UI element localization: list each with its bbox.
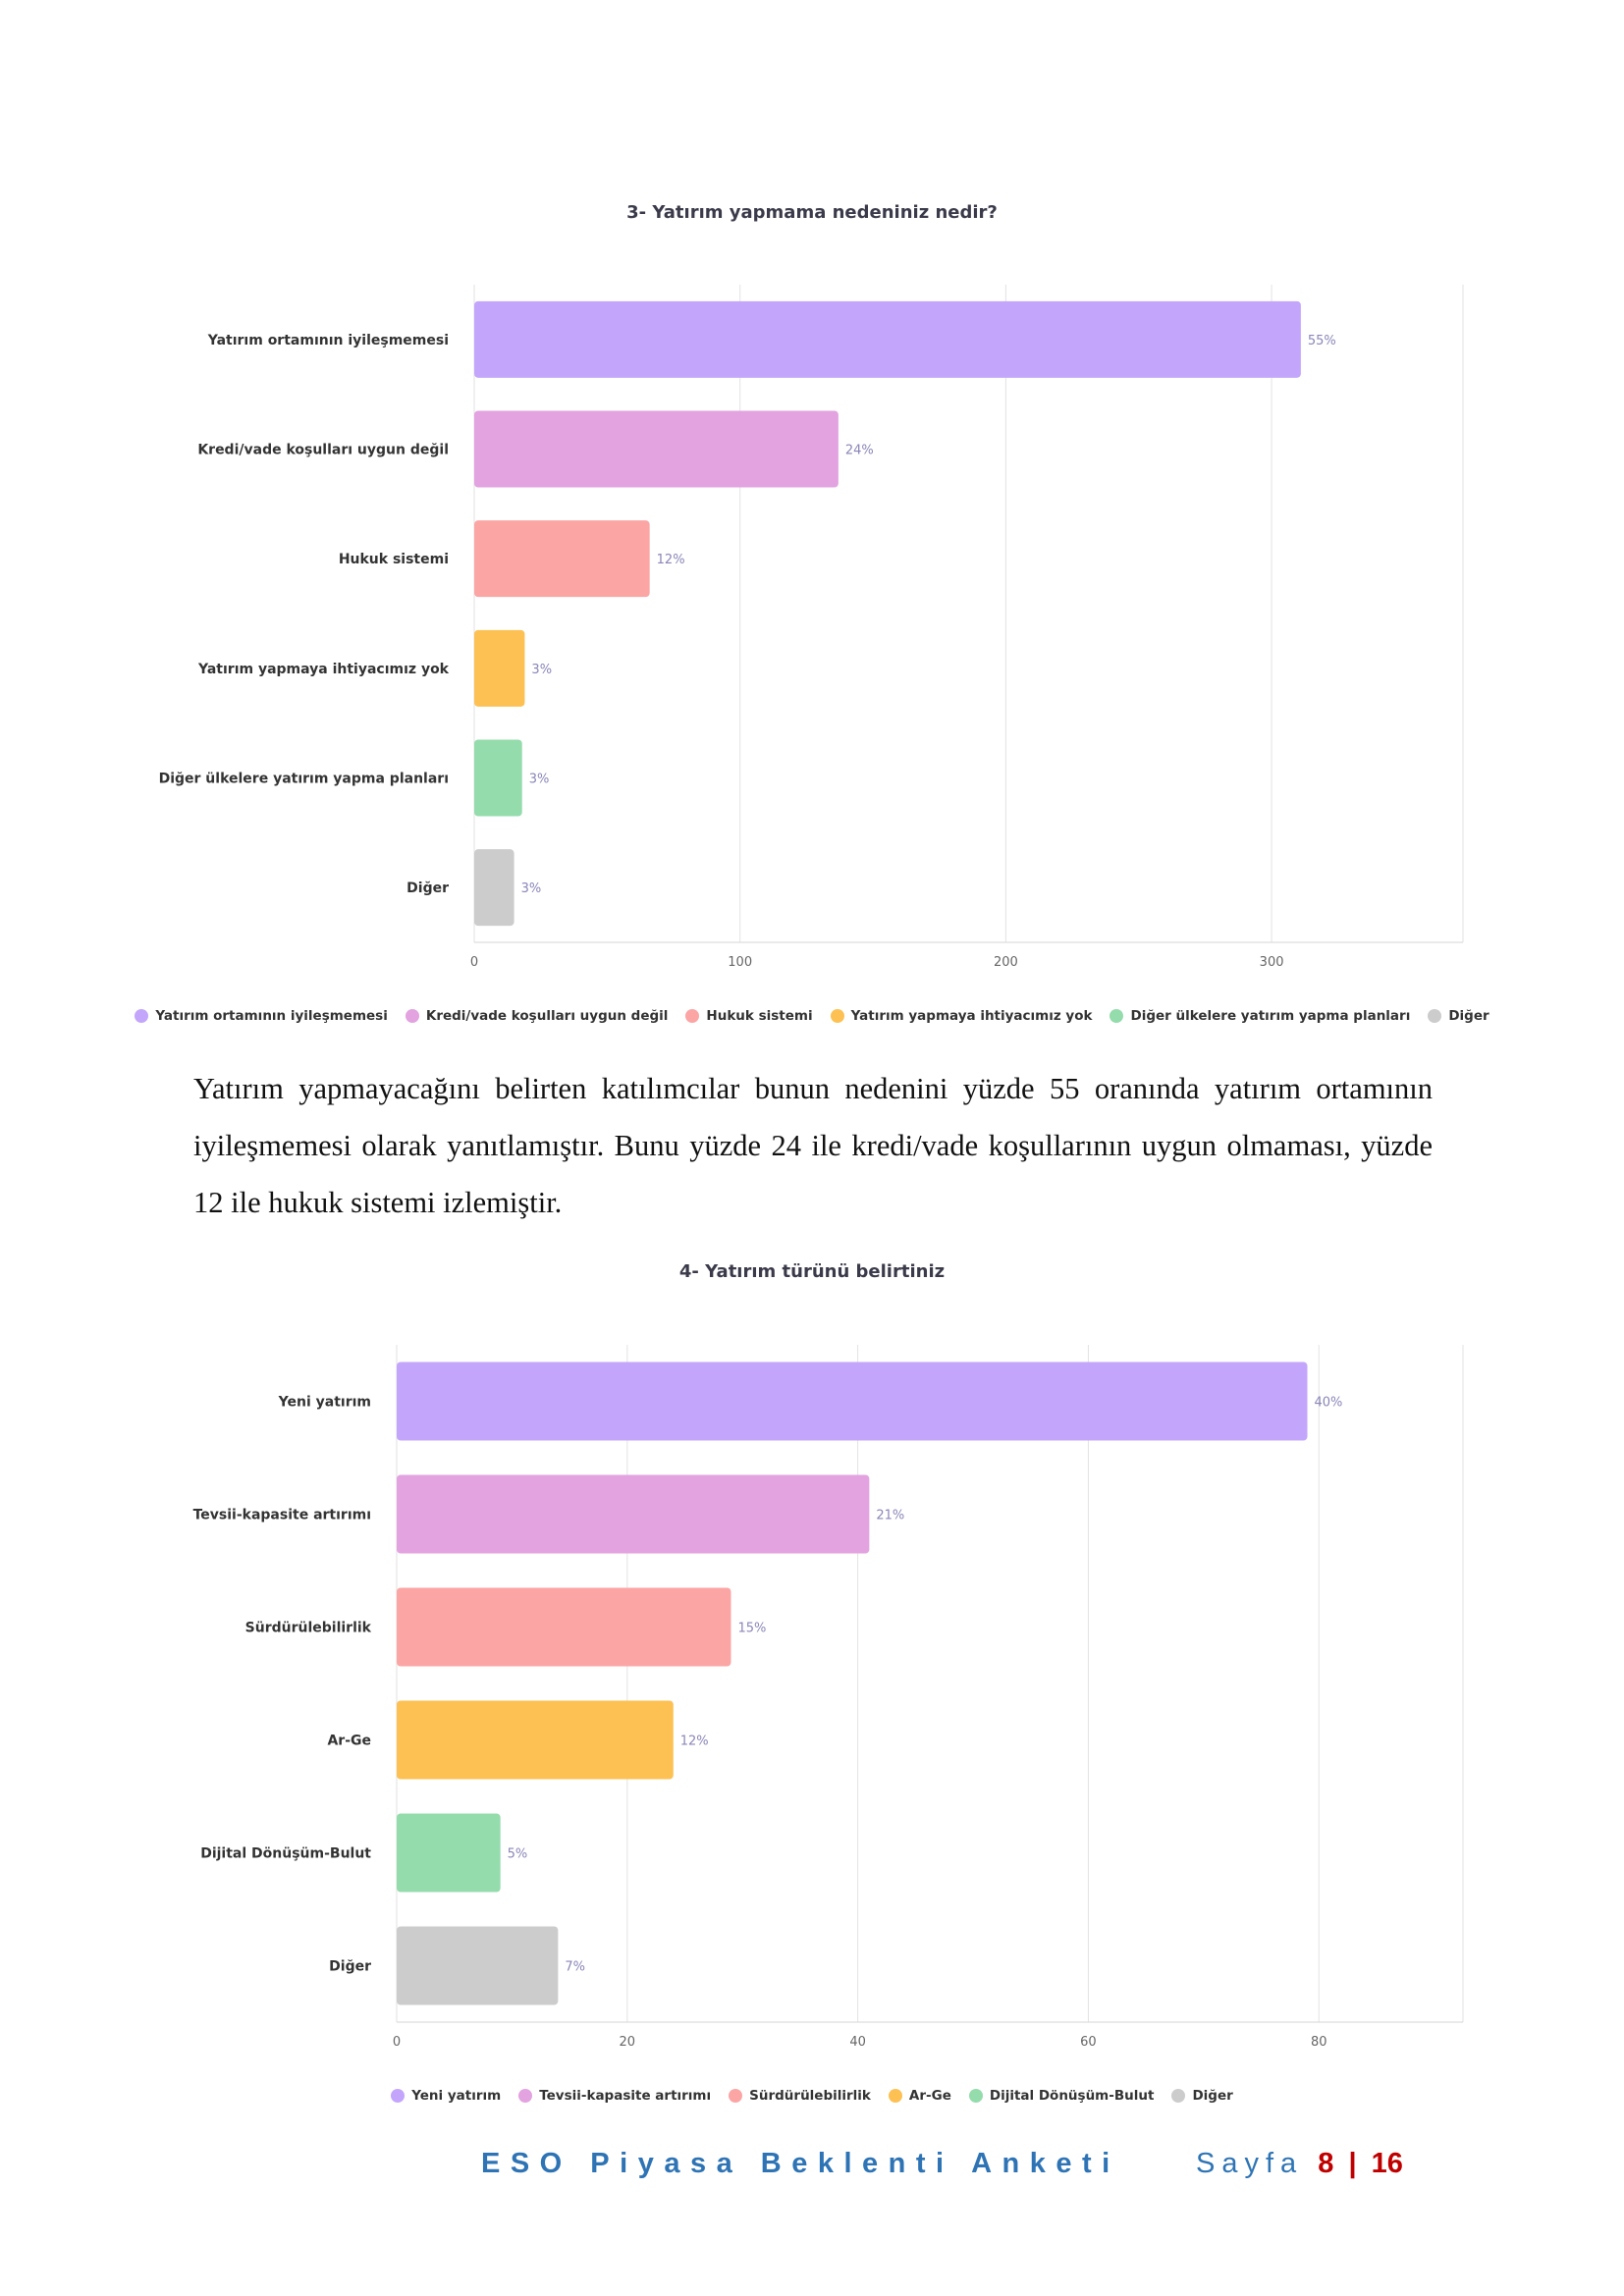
chart1-category-label: Diğer ülkelere yatırım yapma planları — [159, 772, 449, 787]
chart2-legend-label: Diğer — [1192, 2088, 1233, 2104]
chart1-legend-label: Yatırım ortamının iyileşmemesi — [155, 1008, 388, 1024]
footer-page-separator: | — [1348, 2148, 1357, 2179]
chart1-legend-item: Hukuk sistemi — [685, 1008, 813, 1024]
chart1-legend-swatch — [135, 1009, 149, 1023]
chart1-legend-swatch — [1428, 1009, 1442, 1023]
chart2-data-label: 15% — [737, 1622, 766, 1636]
chart1-legend: Yatırım ortamının iyileşmemesi Kredi/vade… — [0, 1008, 1624, 1024]
chart1-tick-label: 100 — [728, 955, 752, 970]
chart1-legend-item: Diğer ülkelere yatırım yapma planları — [1110, 1008, 1410, 1024]
chart2-plot: 0 20 40 60 80 Yeni yatırım 40% Tevsii-kapasite … — [193, 1345, 1464, 2050]
chart1-legend-label: Hukuk sistemi — [706, 1008, 813, 1024]
chart1-tick-label: 300 — [1260, 955, 1284, 970]
chart2-tick-label: 80 — [1311, 2035, 1327, 2050]
chart1-legend-label: Diğer ülkelere yatırım yapma planları — [1130, 1008, 1411, 1024]
chart1-data-label: 55% — [1308, 334, 1336, 348]
chart2-data-label: 5% — [508, 1847, 528, 1862]
chart2-legend-item: Ar-Ge — [888, 2088, 951, 2104]
footer-title: ESO Piyasa Beklenti Anketi — [481, 2148, 1120, 2179]
chart1-bar — [474, 300, 1301, 378]
chart2-category-label: Ar-Ge — [327, 1734, 371, 1749]
chart2-tick-label: 60 — [1080, 2035, 1097, 2050]
chart2-category-label: Yeni yatırım — [278, 1395, 371, 1411]
chart2-data-label: 12% — [680, 1735, 709, 1749]
chart2-legend-swatch — [1171, 2089, 1186, 2103]
chart1-legend-item: Diğer — [1428, 1008, 1489, 1024]
chart1-category-label: Diğer — [406, 881, 449, 896]
chart1-category-label: Yatırım yapmaya ihtiyacımız yok — [197, 662, 450, 677]
chart1-legend-swatch — [685, 1009, 700, 1023]
chart1-data-label: 3% — [529, 773, 550, 787]
chart2-tick-label: 20 — [620, 2035, 636, 2050]
chart1-bar — [474, 849, 514, 927]
chart2-category-label: Diğer — [329, 1959, 371, 1975]
chart1-category-label: Hukuk sistemi — [339, 552, 449, 567]
chart2-bar — [397, 1813, 501, 1893]
chart1-bar — [474, 629, 525, 707]
chart1-legend-item: Kredi/vade koşulları uygun değil — [405, 1008, 669, 1024]
chart1-category-label: Kredi/vade koşulları uygun değil — [197, 443, 449, 458]
chart2-legend-swatch — [968, 2089, 983, 2103]
chart2-bar — [397, 1474, 870, 1554]
chart2-title: 4- Yatırım türünü belirtiniz — [678, 1261, 946, 1282]
chart2-legend-item: Diğer — [1171, 2088, 1233, 2104]
chart2-legend-swatch — [729, 2089, 743, 2103]
chart2-tick-label: 0 — [393, 2035, 401, 2050]
chart1-tick-label: 200 — [994, 955, 1018, 970]
chart2-legend-swatch — [391, 2089, 406, 2103]
chart1-title: 3- Yatırım yapmama nedeniniz nedir? — [626, 202, 998, 223]
chart1-data-label: 24% — [845, 444, 874, 458]
chart2-legend-item: Yeni yatırım — [391, 2088, 501, 2104]
chart2-category-label: Tevsii-kapasite artırımı — [193, 1508, 371, 1523]
footer-page-word: Sayfa — [1196, 2148, 1304, 2179]
chart1-legend-swatch — [405, 1009, 419, 1023]
chart2-category-label: Sürdürülebilirlik — [245, 1621, 372, 1636]
chart1-legend-swatch — [830, 1009, 844, 1023]
chart1-bar — [474, 410, 839, 488]
chart2-tick-label: 40 — [849, 2035, 866, 2050]
chart2-bar — [397, 1362, 1308, 1441]
chart1-category-label: Yatırım ortamının iyileşmemesi — [207, 333, 449, 348]
chart1-legend-label: Kredi/vade koşulları uygun değil — [425, 1008, 669, 1024]
chart1-bar — [474, 520, 650, 598]
chart2-bar — [397, 1587, 731, 1667]
chart2-legend-label: Dijital Dönüşüm-Bulut — [989, 2088, 1155, 2104]
chart2-legend-label: Tevsii-kapasite artırımı — [539, 2088, 712, 2104]
chart2-data-label: 40% — [1315, 1396, 1343, 1411]
chart2-legend-label: Ar-Ge — [908, 2088, 951, 2104]
chart1-data-label: 3% — [531, 663, 552, 677]
chart1-legend-item: Yatırım ortamının iyileşmemesi — [135, 1008, 388, 1024]
chart2-data-label: 7% — [565, 1960, 585, 1975]
chart1-bar — [474, 739, 522, 817]
chart2-data-label: 21% — [876, 1509, 904, 1523]
chart2-legend-swatch — [518, 2089, 533, 2103]
chart2-bar — [397, 1926, 559, 2005]
chart1-plot: 0 100 200 300 Yatırım ortamının iyileşmemesi… — [159, 285, 1464, 970]
footer-page-number: Sayfa 8 | 16 — [1196, 2148, 1403, 2180]
chart2-legend-swatch — [888, 2089, 902, 2103]
page-footer: ESO Piyasa Beklenti Anketi Sayfa 8 | 16 — [0, 2148, 1624, 2187]
chart2-legend: Yeni yatırım Tevsii-kapasite artırımı Sürd… — [0, 2088, 1624, 2104]
chart2-legend-label: Sürdürülebilirlik — [749, 2088, 871, 2104]
chart1-legend-label: Diğer — [1448, 1008, 1489, 1024]
body-paragraph: Yatırım yapmayacağını belirten katılımcı… — [193, 1072, 1433, 1219]
chart2-legend-item: Sürdürülebilirlik — [729, 2088, 871, 2104]
chart2-bar — [397, 1700, 674, 1780]
chart1-data-label: 3% — [521, 881, 542, 896]
chart2-legend-label: Yeni yatırım — [411, 2088, 502, 2104]
chart1-tick-label: 0 — [470, 955, 478, 970]
chart1-legend-item: Yatırım yapmaya ihtiyacımız yok — [830, 1008, 1093, 1024]
footer-page-current: 8 — [1318, 2148, 1334, 2179]
chart1-data-label: 12% — [657, 553, 685, 567]
chart1-legend-label: Yatırım yapmaya ihtiyacımız yok — [850, 1008, 1093, 1024]
chart2-legend-item: Tevsii-kapasite artırımı — [518, 2088, 711, 2104]
chart2-legend-item: Dijital Dönüşüm-Bulut — [968, 2088, 1155, 2104]
chart2-category-label: Dijital Dönüşüm-Bulut — [200, 1846, 371, 1862]
footer-page-total: 16 — [1371, 2148, 1403, 2179]
chart1-legend-swatch — [1110, 1009, 1124, 1023]
